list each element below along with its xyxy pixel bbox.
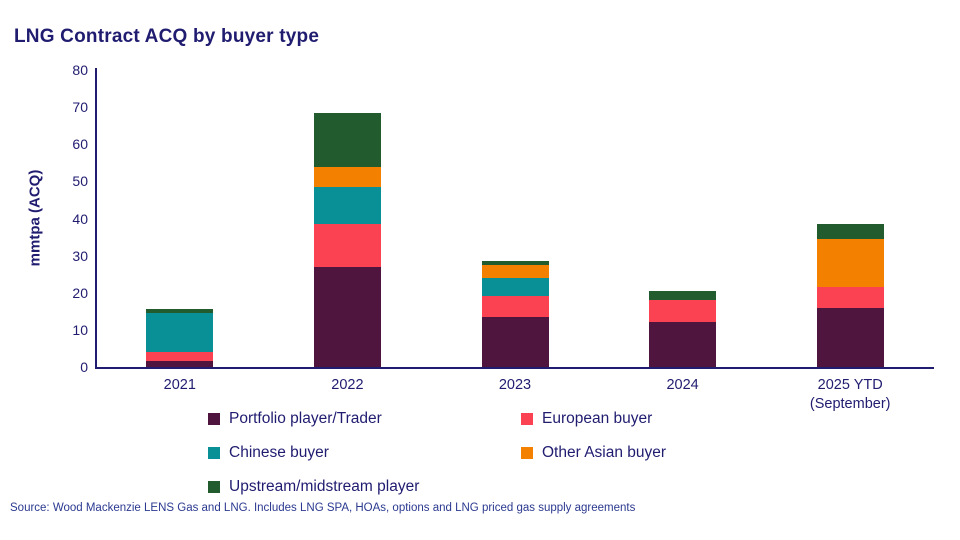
bar-segment — [816, 307, 884, 367]
bar-segment — [816, 224, 884, 239]
y-tick-label: 40 — [72, 210, 88, 227]
bar-segment — [816, 287, 884, 308]
legend-item: Upstream/midstream player — [208, 476, 521, 498]
legend-item: European buyer — [521, 408, 666, 430]
legend-swatch — [521, 413, 533, 425]
bar-segment — [481, 261, 549, 265]
bar-segment — [481, 316, 549, 367]
x-tick-sublabel: (September) — [809, 396, 891, 412]
legend-swatch — [208, 447, 220, 459]
legend-swatch — [208, 413, 220, 425]
bar-segment — [816, 238, 884, 288]
x-tick-label: 2025 YTD (September) — [770, 376, 930, 414]
legend-label: Chinese buyer — [229, 444, 329, 461]
legend: Portfolio player/Trader European buyer Chi… — [208, 408, 666, 498]
x-axis-line — [95, 367, 934, 369]
y-tick-label: 70 — [72, 99, 88, 116]
y-tick-label: 0 — [80, 359, 88, 375]
bar-segment — [313, 266, 381, 367]
y-tick-label: 30 — [72, 247, 88, 264]
bar-segment — [313, 166, 381, 187]
bar-segment — [481, 277, 549, 297]
legend-swatch — [521, 447, 533, 459]
y-axis-line — [95, 68, 97, 367]
bar-segment — [146, 352, 214, 362]
y-tick-label: 60 — [72, 136, 88, 153]
plot-area — [96, 70, 934, 367]
legend-label: Upstream/midstream player — [229, 478, 420, 495]
legend-item: Portfolio player/Trader — [208, 408, 521, 430]
bar-segment — [649, 322, 717, 367]
x-tick-label: 2024 — [666, 377, 699, 393]
legend-label: European buyer — [542, 410, 653, 427]
legend-label: Portfolio player/Trader — [229, 410, 382, 427]
bar-segment — [313, 224, 381, 267]
y-tick-label: 20 — [72, 284, 88, 301]
bar-segment — [146, 313, 214, 353]
legend-item: Other Asian buyer — [521, 442, 666, 464]
x-tick-label: 2023 — [498, 377, 532, 393]
bar-segment — [313, 186, 381, 225]
x-tick-label: 2022 — [331, 377, 364, 393]
bar-segment — [146, 309, 214, 314]
bar-segment — [649, 300, 717, 323]
y-tick-label: 50 — [72, 173, 88, 190]
legend-swatch — [208, 481, 220, 493]
y-tick-label: 10 — [72, 321, 88, 338]
y-tick-label: 80 — [72, 62, 88, 78]
source-note: Source: Wood Mackenzie LENS Gas and LNG.… — [10, 502, 636, 514]
bar-segment — [481, 296, 549, 317]
bar-segment — [313, 112, 381, 167]
x-tick-label: 2021 — [163, 377, 196, 393]
bar-segment — [146, 361, 214, 367]
chart-title: LNG Contract ACQ by buyer type — [14, 26, 320, 47]
legend-label: Other Asian buyer — [542, 444, 667, 461]
bar-segment — [481, 264, 549, 278]
legend-item: Chinese buyer — [208, 442, 521, 464]
bar-segment — [649, 290, 717, 301]
